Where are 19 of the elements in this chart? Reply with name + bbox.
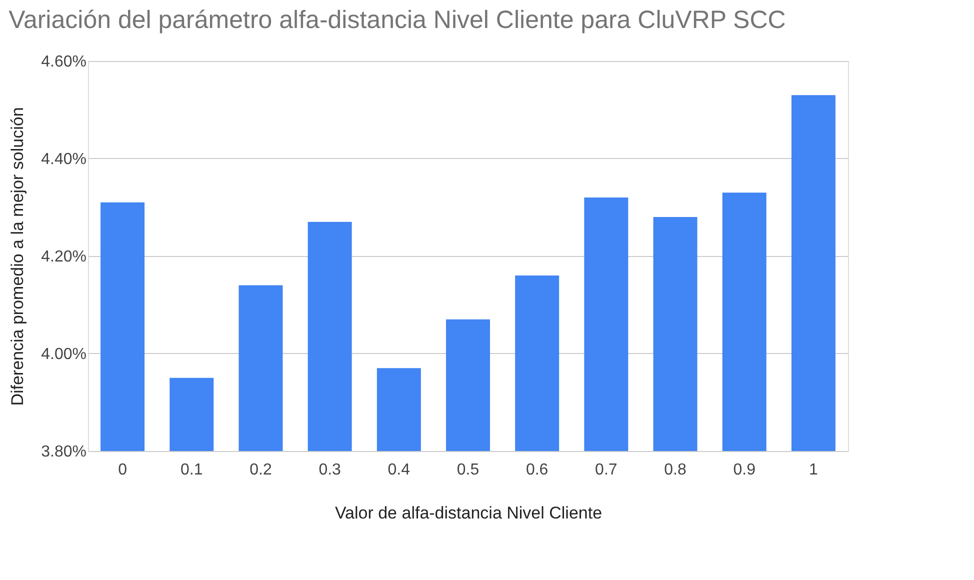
x-tick-label: 0.4 — [388, 462, 410, 478]
x-tick-label: 0.8 — [664, 462, 686, 478]
chart-title: Variación del parámetro alfa-distancia Nivel Cliente para CluVRP SCC — [8, 6, 786, 34]
x-tick-label: 0 — [118, 462, 128, 478]
y-tick-label: 4.20% — [41, 248, 86, 266]
y-axis-title: Diferencia promedio a la mejor solución — [8, 107, 28, 406]
y-tick-label: 3.80% — [41, 444, 86, 460]
x-tick-label: 0.6 — [526, 462, 548, 478]
x-tick-label: 0.2 — [250, 462, 272, 478]
x-tick-label: 0.3 — [318, 462, 342, 478]
y-tick-label: 4.60% — [41, 54, 86, 70]
x-tick-label: 0.9 — [733, 462, 756, 478]
x-tick-label: 1 — [809, 462, 818, 478]
y-tick-label: 4.40% — [41, 151, 86, 168]
x-axis-title: Valor de alfa-distancia Nivel Cliente — [334, 504, 602, 522]
x-tick-label: 0.1 — [180, 462, 203, 478]
x-tick-label: 0.7 — [595, 462, 618, 478]
x-tick-label: 0.5 — [456, 462, 480, 478]
y-tick-label: 4.00% — [41, 346, 86, 363]
